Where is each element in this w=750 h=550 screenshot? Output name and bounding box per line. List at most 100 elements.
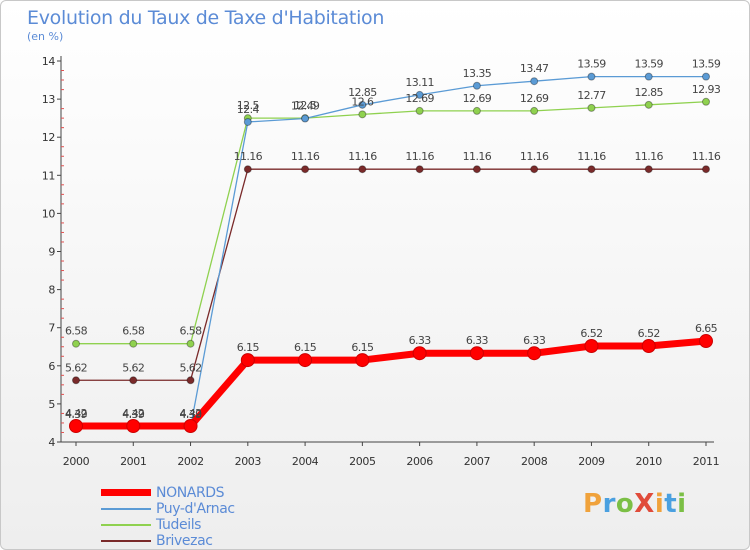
data-label-puydarnac: 4.39 (65, 408, 88, 421)
series-line-tudeils (75, 101, 707, 345)
data-point-tudeils (702, 97, 710, 106)
data-point-puydarnac (587, 72, 596, 81)
y-tick-label: 10 (42, 207, 56, 220)
y-tick-label: 7 (48, 322, 55, 335)
data-point-puydarnac (243, 117, 252, 126)
data-point-brivezac (243, 165, 252, 174)
legend-swatch-tudeils (101, 524, 151, 526)
data-point-puydarnac (415, 90, 424, 99)
x-tick-label: 2006 (406, 455, 433, 468)
data-label-tudeils: 12.85 (634, 86, 663, 99)
data-point-nonards (584, 338, 599, 353)
data-label-brivezac: 11.16 (463, 150, 492, 163)
data-point-nonards (469, 346, 484, 361)
data-label-nonards: 6.52 (580, 327, 602, 340)
data-label-brivezac: 11.16 (291, 150, 320, 163)
data-label-puydarnac: 4.39 (179, 408, 202, 421)
data-point-tudeils (587, 103, 596, 112)
logo-letter: P (583, 489, 603, 519)
data-point-tudeils (644, 100, 653, 109)
data-label-puydarnac: 12.4 (237, 103, 260, 116)
data-point-brivezac (301, 165, 310, 174)
data-label-tudeils: 6.58 (179, 325, 202, 338)
data-point-tudeils (415, 106, 424, 115)
x-tick-label: 2011 (693, 455, 719, 468)
data-label-brivezac: 11.16 (348, 150, 377, 163)
data-label-tudeils: 12.69 (463, 92, 492, 105)
data-label-brivezac: 11.16 (405, 150, 434, 163)
data-label-puydarnac: 12.49 (291, 100, 320, 113)
data-label-nonards: 6.52 (638, 327, 660, 340)
x-tick-label: 2000 (63, 455, 90, 468)
data-label-nonards: 4.42 (122, 407, 144, 420)
x-tick-label: 2003 (235, 455, 262, 468)
series-line-puydarnac (75, 75, 707, 428)
legend-swatch-brivezac (101, 540, 151, 542)
chart-title: Evolution du Taux de Taxe d'Habitation (27, 7, 385, 29)
data-label-puydarnac: 13.35 (463, 67, 492, 80)
data-label-brivezac: 11.16 (692, 150, 721, 163)
data-point-puydarnac (358, 100, 367, 109)
data-label-brivezac: 5.62 (122, 361, 144, 374)
data-point-nonards (126, 418, 141, 433)
data-point-puydarnac (702, 72, 710, 81)
legend-label-brivezac: Brivezac (156, 533, 213, 549)
data-label-puydarnac: 13.59 (577, 58, 606, 71)
data-point-brivezac (415, 165, 424, 174)
data-point-brivezac (530, 165, 539, 174)
y-tick-label: 5 (48, 398, 55, 411)
data-label-nonards: 4.42 (65, 407, 87, 420)
data-label-tudeils: 12.5 (237, 99, 260, 112)
data-point-nonards (355, 353, 370, 368)
logo-letter: o (615, 489, 635, 519)
y-tick-label: 9 (48, 246, 55, 259)
logo-letter: X (634, 489, 655, 519)
y-tick-label: 11 (42, 169, 55, 182)
data-point-nonards (240, 353, 255, 368)
data-point-brivezac (587, 165, 596, 174)
data-label-puydarnac: 13.59 (634, 58, 663, 71)
y-tick-label: 12 (42, 131, 55, 144)
data-point-puydarnac (301, 114, 310, 123)
logo-letter: i (677, 489, 687, 519)
x-tick-label: 2010 (636, 455, 663, 468)
data-label-tudeils: 12.6 (351, 95, 374, 108)
chart-subtitle: (en %) (27, 30, 64, 43)
y-tick-label: 13 (42, 93, 56, 106)
y-tick-label: 8 (48, 284, 55, 297)
data-point-puydarnac (530, 77, 539, 86)
data-label-tudeils: 12.69 (520, 92, 549, 105)
y-tick-label: 6 (48, 360, 55, 373)
data-label-puydarnac: 13.59 (692, 58, 721, 71)
data-label-brivezac: 11.16 (520, 150, 549, 163)
data-label-nonards: 6.15 (237, 341, 260, 354)
data-label-tudeils: 6.58 (122, 325, 145, 338)
data-point-brivezac (472, 165, 481, 174)
data-label-nonards: 6.15 (351, 341, 374, 354)
x-tick-label: 2007 (464, 455, 491, 468)
data-point-nonards (183, 418, 198, 433)
data-label-tudeils: 6.58 (65, 325, 88, 338)
logo-letter: i (654, 489, 665, 519)
data-label-nonards: 6.33 (466, 334, 489, 347)
data-label-puydarnac: 12.85 (348, 86, 377, 99)
data-label-nonards: 6.65 (695, 322, 718, 335)
data-label-puydarnac: 4.39 (122, 408, 145, 421)
x-tick-label: 2004 (292, 455, 319, 468)
data-label-puydarnac: 13.47 (520, 62, 549, 75)
data-point-brivezac (129, 376, 138, 385)
data-label-nonards: 6.33 (523, 334, 546, 347)
data-point-brivezac (644, 165, 653, 174)
proxiti-logo: ProXiti (583, 489, 687, 519)
data-point-brivezac (358, 165, 367, 174)
data-label-brivezac: 5.62 (179, 361, 201, 374)
logo-letter: t (664, 489, 678, 519)
legend-label-nonards: NONARDS (156, 485, 225, 501)
data-point-nonards (527, 346, 542, 361)
legend-label-tudeils: Tudeils (156, 517, 202, 533)
data-point-nonards (412, 346, 427, 361)
y-tick-label: 4 (48, 436, 55, 449)
data-point-puydarnac (472, 81, 481, 90)
logo-letter: r (602, 489, 616, 519)
